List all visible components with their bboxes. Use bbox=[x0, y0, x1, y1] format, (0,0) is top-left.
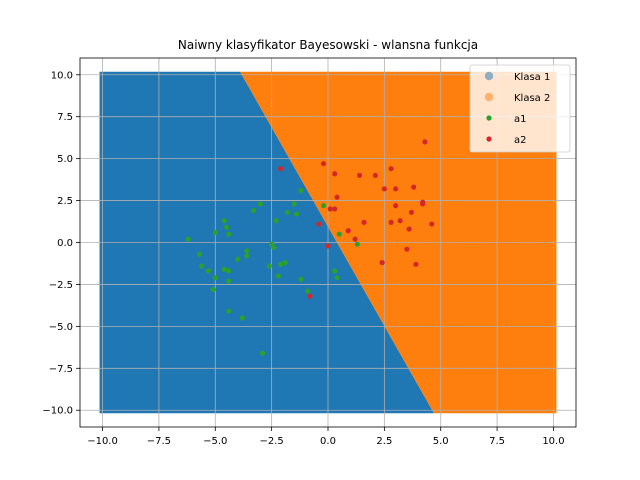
point-a1 bbox=[226, 268, 232, 274]
point-a1 bbox=[271, 244, 277, 251]
point-a1 bbox=[282, 260, 288, 266]
point-a2 bbox=[393, 203, 399, 209]
point-a2 bbox=[320, 161, 327, 167]
chart-title: Naiwny klasyfikator Bayesowski - wlansna… bbox=[178, 38, 478, 52]
point-a2 bbox=[408, 209, 415, 215]
legend-marker-klasa-2 bbox=[484, 92, 494, 102]
point-a1 bbox=[205, 268, 212, 274]
x-tick-label: −2.5 bbox=[259, 436, 283, 447]
legend-marker-klasa-1 bbox=[484, 71, 494, 81]
point-a1 bbox=[226, 308, 232, 314]
y-tick-label: −10.0 bbox=[42, 406, 73, 417]
point-a2 bbox=[372, 172, 378, 179]
point-a1 bbox=[260, 350, 266, 356]
point-a2 bbox=[327, 206, 333, 212]
point-a2 bbox=[334, 194, 340, 200]
point-a1 bbox=[221, 218, 227, 224]
point-a2 bbox=[422, 139, 428, 145]
point-a1 bbox=[266, 263, 272, 269]
legend-marker-a1 bbox=[486, 115, 492, 121]
point-a2 bbox=[332, 171, 338, 177]
point-a1 bbox=[332, 268, 338, 274]
point-a1 bbox=[305, 288, 311, 294]
y-tick-label: 2.5 bbox=[57, 196, 73, 207]
point-a1 bbox=[199, 263, 205, 269]
point-a1 bbox=[212, 229, 218, 236]
point-a2 bbox=[316, 221, 322, 227]
y-tick-label: 10.0 bbox=[51, 70, 73, 81]
point-a2 bbox=[332, 206, 338, 212]
point-a1 bbox=[273, 218, 279, 224]
point-a2 bbox=[388, 166, 394, 172]
point-a1 bbox=[226, 278, 232, 284]
point-a1 bbox=[226, 231, 232, 237]
point-a2 bbox=[278, 166, 284, 172]
point-a1 bbox=[185, 236, 191, 242]
y-tick-label: −7.5 bbox=[49, 364, 73, 375]
point-a1 bbox=[212, 275, 218, 281]
point-a2 bbox=[406, 226, 412, 232]
legend-label: a1 bbox=[514, 114, 527, 125]
point-a1 bbox=[334, 275, 340, 281]
point-a2 bbox=[411, 184, 417, 190]
point-a2 bbox=[379, 260, 385, 266]
plot-area: −10.0 −7.5 −5.0 −2.5 0.0 2.5 5.0 7.5 10.0 −10.0 −7… bbox=[42, 57, 577, 447]
point-a2 bbox=[361, 219, 367, 225]
point-a1 bbox=[298, 187, 304, 194]
x-tick-label: 7.5 bbox=[489, 436, 505, 447]
point-a2 bbox=[393, 186, 399, 192]
point-a2 bbox=[356, 172, 363, 179]
y-tick-label: −5.0 bbox=[49, 322, 73, 333]
point-a2 bbox=[325, 243, 331, 249]
legend-box bbox=[469, 64, 571, 153]
legend-label: Klasa 1 bbox=[514, 72, 550, 83]
y-tick-label: 7.5 bbox=[57, 112, 73, 123]
x-tick-label: 5.0 bbox=[433, 436, 449, 447]
point-a1 bbox=[235, 256, 241, 262]
point-a1 bbox=[336, 231, 342, 237]
point-a1 bbox=[275, 273, 281, 279]
point-a1 bbox=[293, 211, 300, 217]
y-tick-label: 5.0 bbox=[57, 154, 73, 165]
point-a1 bbox=[354, 241, 360, 247]
point-a1 bbox=[298, 276, 304, 282]
point-a1 bbox=[320, 203, 327, 209]
legend-label: a2 bbox=[514, 135, 527, 146]
point-a1 bbox=[278, 261, 284, 267]
legend-marker-a2 bbox=[486, 136, 492, 142]
point-a1 bbox=[291, 201, 297, 207]
x-tick-label: −7.5 bbox=[147, 436, 171, 447]
point-a1 bbox=[221, 266, 227, 272]
point-a1 bbox=[257, 201, 263, 207]
point-a1 bbox=[239, 315, 245, 321]
x-tick-label: −10.0 bbox=[87, 436, 118, 447]
point-a2 bbox=[345, 228, 351, 234]
y-tick-label: 0.0 bbox=[57, 238, 73, 249]
x-tick-label: −5.0 bbox=[203, 436, 227, 447]
x-tick-label: 10.0 bbox=[542, 436, 564, 447]
point-a2 bbox=[413, 261, 419, 267]
point-a1 bbox=[244, 253, 250, 259]
point-a1 bbox=[284, 209, 291, 215]
point-a1 bbox=[210, 286, 216, 293]
point-a2 bbox=[381, 186, 387, 192]
point-a2 bbox=[404, 246, 410, 252]
point-a1 bbox=[223, 224, 230, 231]
point-a1 bbox=[244, 248, 250, 254]
point-a2 bbox=[352, 236, 358, 242]
legend: Klasa 1 Klasa 2 a1 a2 bbox=[469, 64, 571, 153]
point-a1 bbox=[251, 208, 257, 214]
x-tick-label: 2.5 bbox=[376, 436, 392, 447]
point-a2 bbox=[307, 293, 313, 299]
x-tick-label: 0.0 bbox=[320, 436, 336, 447]
point-a2 bbox=[397, 218, 403, 224]
legend-label: Klasa 2 bbox=[514, 93, 550, 104]
point-a1 bbox=[196, 251, 203, 257]
point-a2 bbox=[429, 221, 435, 227]
point-a2 bbox=[388, 219, 394, 225]
point-a2 bbox=[420, 199, 426, 205]
y-tick-label: −2.5 bbox=[49, 280, 73, 291]
